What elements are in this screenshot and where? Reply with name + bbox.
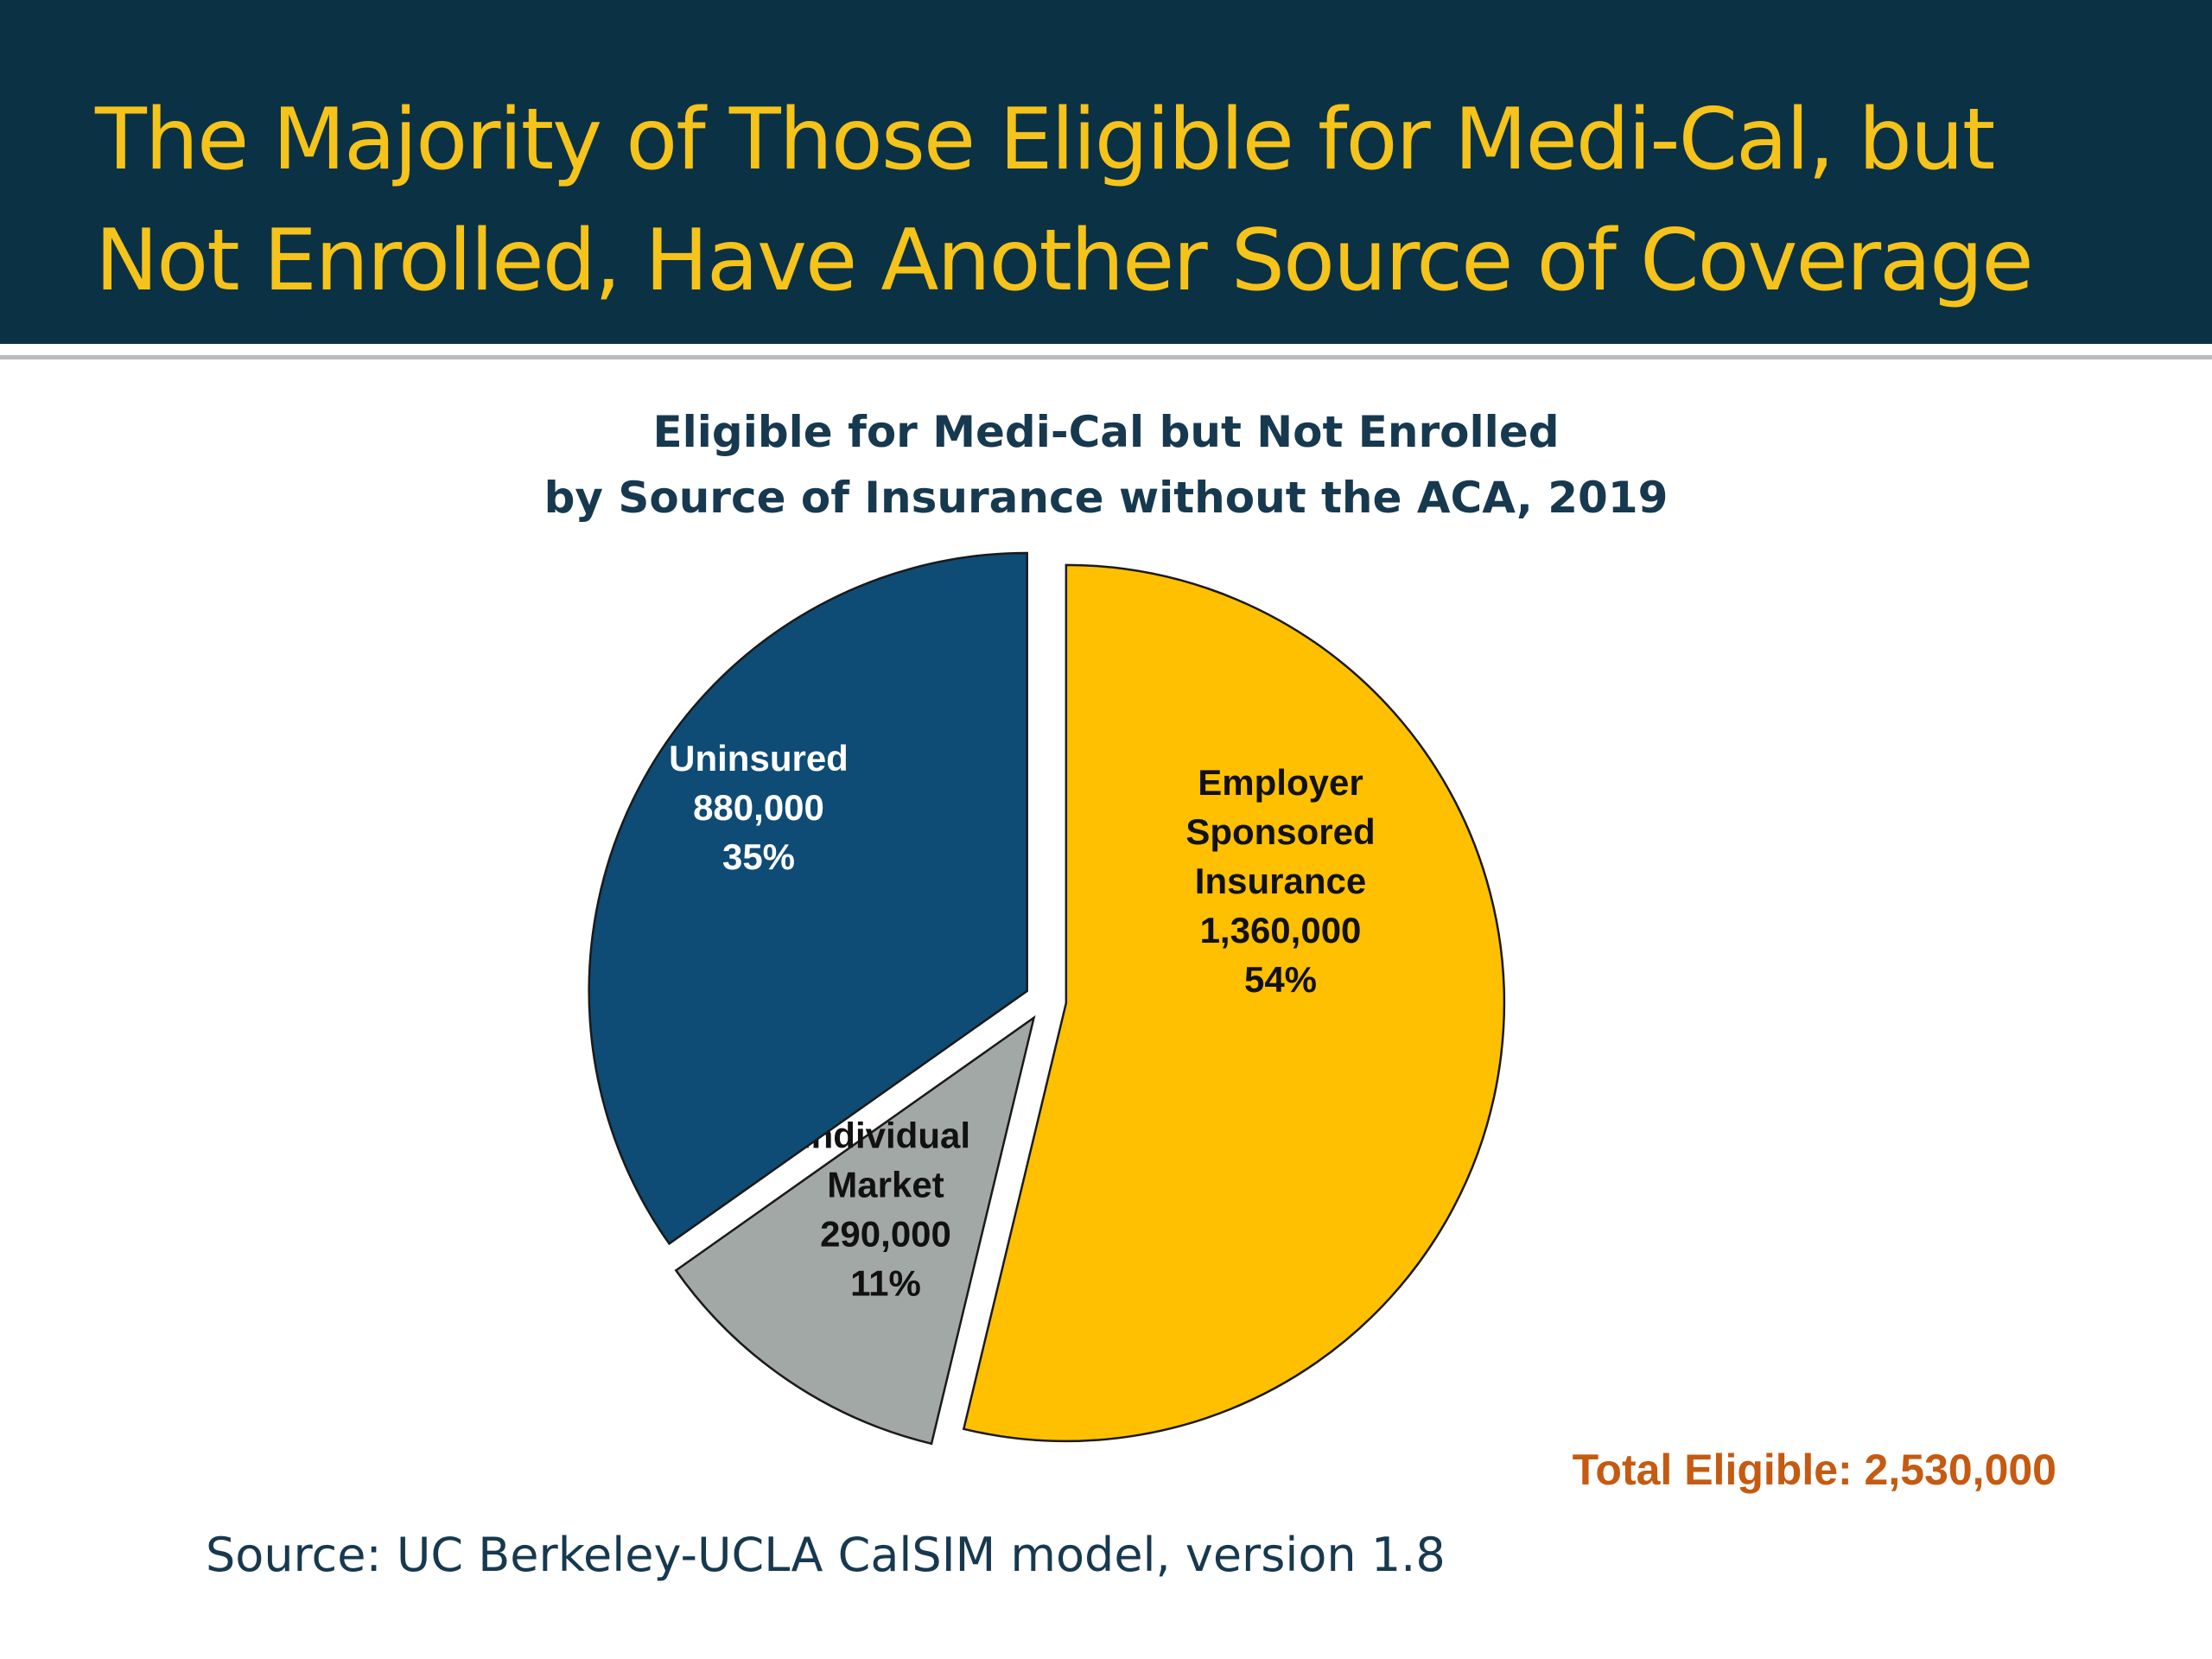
title-banner [0, 0, 2212, 344]
chart-title: Eligible for Medi-Cal but Not Enrolled b… [328, 399, 1884, 531]
slide-title-line-1: The Majority of Those Eligible for Medi-… [95, 91, 1995, 189]
pie-slice-individual-market [674, 1014, 1036, 1446]
slice-label-individual-market: Individual Market 290,000 11% [801, 1116, 970, 1304]
pie-slice-uninsured [588, 551, 1028, 1246]
slice-label-employer-sponsored-insurance-name-line: Employer [1198, 762, 1363, 803]
slice-label-uninsured-percent: 35% [722, 836, 795, 877]
slice-label-uninsured-name-line: Uninsured [669, 738, 849, 779]
total-eligible-label: Total Eligible: 2,530,000 [1572, 1446, 2056, 1494]
slice-label-employer-sponsored-insurance-name-line: Insurance [1195, 861, 1366, 901]
slice-label-individual-market-value: 290,000 [820, 1214, 951, 1255]
slice-label-uninsured-value: 880,000 [693, 787, 824, 828]
slice-label-individual-market-name-line: Market [827, 1165, 944, 1205]
banner-divider [0, 355, 2212, 359]
slice-label-individual-market-percent: 11% [850, 1263, 921, 1304]
source-note: Source: UC Berkeley-UCLA CalSIM model, v… [206, 1528, 1446, 1582]
slice-label-employer-sponsored-insurance-name-line: Sponsored [1185, 811, 1375, 852]
slice-label-uninsured: Uninsured 880,000 35% [669, 738, 849, 877]
slice-label-employer-sponsored-insurance-percent: 54% [1244, 959, 1317, 1000]
slice-label-employer-sponsored-insurance-value: 1,360,000 [1200, 910, 1362, 950]
slide-title-line-2: Not Enrolled, Have Another Source of Cov… [95, 212, 2034, 310]
pie-slice-employer-sponsored-insurance [962, 563, 1506, 1443]
chart-title-line-1: Eligible for Medi-Cal but Not Enrolled [652, 407, 1560, 457]
chart-title-line-2: by Source of Insurance without the ACA, … [543, 473, 1669, 523]
slide-title: The Majority of Those Eligible for Medi-… [95, 79, 2186, 321]
slice-label-employer-sponsored-insurance: Employer Sponsored Insurance 1,360,000 54% [1185, 762, 1375, 1000]
